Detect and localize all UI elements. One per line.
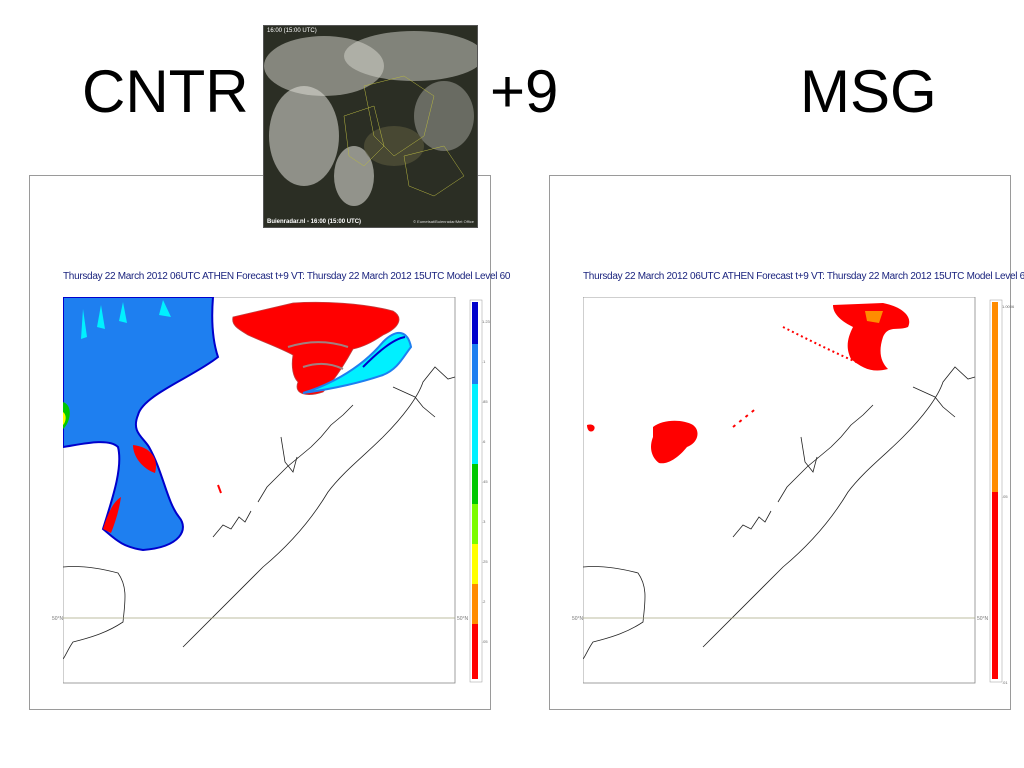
- satellite-time-label: 16:00 (15:00 UTC): [267, 28, 317, 34]
- cntr-panel-title: Thursday 22 March 2012 06UTC ATHEN Forec…: [63, 271, 511, 282]
- label-msg: MSG: [800, 58, 937, 125]
- cntr-legend-7: .25: [482, 559, 488, 564]
- cntr-lat-right: 50°N: [457, 616, 469, 622]
- satellite-clouds: [264, 26, 477, 227]
- msg-legend-1: 1.0006: [1002, 304, 1015, 309]
- label-plus-nine: +9: [490, 58, 559, 125]
- cntr-legend-2: .1: [482, 359, 486, 364]
- cntr-legend-6: .3: [482, 519, 486, 524]
- cntr-map: [63, 297, 483, 684]
- msg-map: [583, 297, 1003, 684]
- cntr-legend-1: 1.23: [482, 319, 490, 324]
- cntr-legend-labels: 1.23 .1 .85 .6 .45 .3 .25 .2 .05: [482, 302, 490, 662]
- satellite-image: 16:00 (15:00 UTC) Buienradar.nl - 16:00 …: [263, 25, 478, 228]
- cntr-legend-9: .05: [482, 639, 488, 644]
- cntr-legend-3: .85: [482, 399, 488, 404]
- satellite-caption: Buienradar.nl - 16:00 (15:00 UTC): [267, 219, 362, 225]
- msg-lat-left: 50°N: [572, 616, 584, 622]
- satellite-copyright: © Eumetsat/Buienradar/Met Office: [413, 219, 474, 224]
- msg-lat-right: 50°N: [977, 616, 989, 622]
- msg-panel-title: Thursday 22 March 2012 06UTC ATHEN Forec…: [583, 271, 1024, 282]
- msg-panel: Thursday 22 March 2012 06UTC ATHEN Forec…: [549, 175, 1024, 710]
- msg-legend-2: .05: [1002, 494, 1008, 499]
- cntr-legend-4: .6: [482, 439, 486, 444]
- cntr-lat-left: 50°N: [52, 616, 64, 622]
- cntr-forecast-panel: Thursday 22 March 2012 06UTC ATHEN Forec…: [29, 175, 511, 710]
- msg-legend-3: .01: [1002, 680, 1008, 685]
- cntr-legend-5: .45: [482, 479, 488, 484]
- cntr-legend-8: .2: [482, 599, 486, 604]
- label-cntr: CNTR: [82, 58, 249, 125]
